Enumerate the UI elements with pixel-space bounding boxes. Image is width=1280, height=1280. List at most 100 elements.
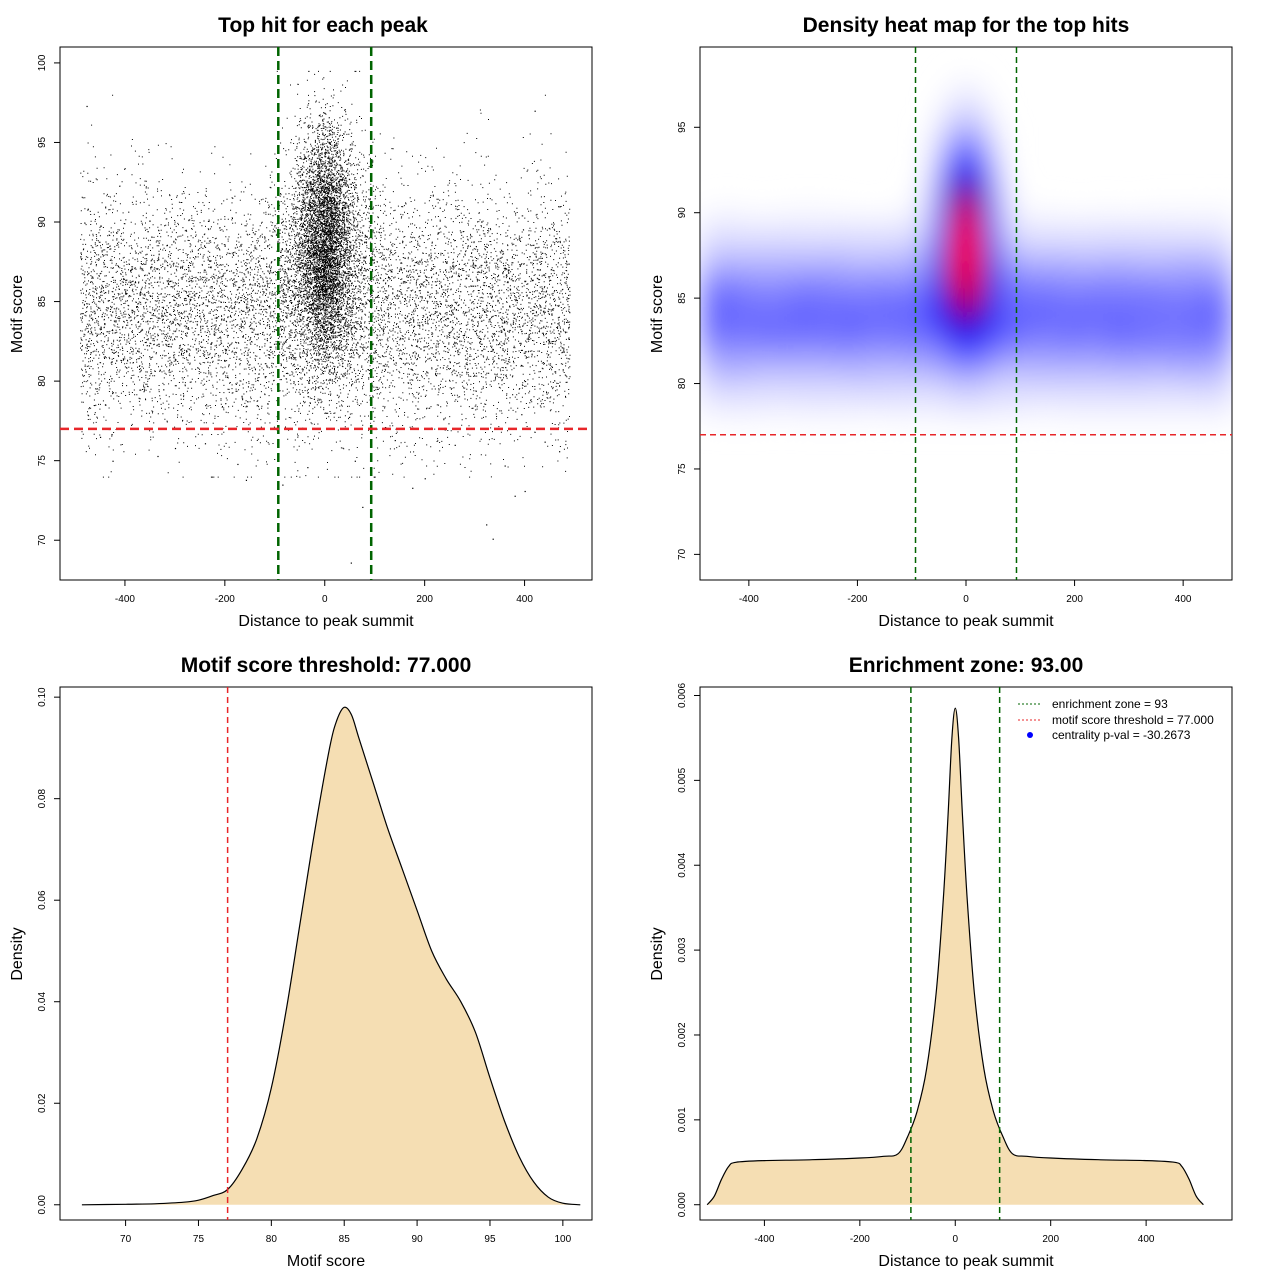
heat-cell	[1014, 366, 1027, 377]
heat-cell	[852, 260, 864, 270]
heat-cell	[1014, 384, 1027, 395]
heat-cell	[1156, 357, 1168, 368]
heat-cell	[819, 224, 831, 235]
heat-cell	[1036, 286, 1049, 297]
heat-cell	[960, 109, 973, 119]
heat-cell	[743, 286, 755, 297]
scatter-y-tick-label: 70	[37, 534, 48, 546]
heat-cell	[1014, 340, 1027, 350]
heat-cell	[1210, 278, 1222, 288]
outlier-point	[112, 460, 114, 462]
heat-cell	[1025, 349, 1038, 359]
heat-cell	[873, 340, 886, 350]
heat-cell	[1090, 375, 1103, 386]
heat-cell	[754, 251, 766, 261]
heat-cell	[895, 340, 907, 350]
heat-cell	[1177, 224, 1190, 235]
score-density-x-axis: 70 75 80 85 90 95 100	[120, 1220, 572, 1245]
heat-cell	[1145, 215, 1157, 226]
heat-cell	[1177, 269, 1190, 279]
heat-cell	[819, 357, 831, 368]
heat-cell	[917, 295, 929, 306]
heat-cell	[949, 331, 962, 341]
heat-cell	[862, 215, 875, 226]
heat-cell	[765, 215, 777, 226]
heat-cell	[1047, 331, 1059, 341]
heat-cell	[1014, 331, 1027, 341]
heat-cell	[841, 349, 853, 359]
heat-cell	[1145, 375, 1157, 386]
heat-cell	[862, 260, 875, 270]
score-density-y-tick-label: 0.00	[37, 1195, 48, 1215]
score-density-title: Motif score threshold: 77.000	[181, 654, 472, 677]
heat-cell	[1025, 313, 1038, 323]
heat-cell	[949, 233, 962, 244]
score-density-x-tick-label: 95	[484, 1234, 496, 1245]
heat-cell	[971, 109, 983, 119]
score-density-x-tick-label: 85	[339, 1234, 351, 1245]
heat-cell	[873, 242, 886, 252]
heat-cell	[765, 295, 777, 306]
heat-cell	[960, 402, 973, 412]
heat-cell	[982, 357, 994, 368]
heat-cell	[765, 278, 777, 288]
heat-cell	[1004, 340, 1016, 350]
outlier-point	[174, 447, 177, 450]
heat-cell	[1177, 295, 1190, 306]
heat-cell	[1058, 295, 1070, 306]
heat-cell	[743, 322, 755, 332]
heat-cell	[960, 269, 973, 279]
heat-cell	[852, 411, 864, 421]
distance-density-y-tick-label: 0.003	[677, 937, 688, 962]
heat-cell	[1112, 357, 1125, 368]
heat-cell	[1177, 242, 1190, 252]
heat-cell	[765, 322, 777, 332]
heat-cell	[993, 224, 1005, 235]
heat-cell	[1090, 402, 1103, 412]
heat-cell	[1145, 349, 1157, 359]
heat-cell	[1069, 357, 1081, 368]
heat-cell	[1069, 366, 1081, 377]
heat-cell	[949, 322, 962, 332]
heat-cell	[1058, 384, 1070, 395]
heat-cell	[710, 322, 723, 332]
heat-cell	[1112, 322, 1125, 332]
heat-cell	[1156, 233, 1168, 244]
heat-cell	[1069, 349, 1081, 359]
heat-cell	[776, 340, 788, 350]
heat-cell	[1004, 331, 1016, 341]
heat-cell	[971, 162, 983, 172]
heat-cell	[743, 260, 755, 270]
heat-cell	[852, 269, 864, 279]
heat-cell	[1112, 278, 1125, 288]
heat-cell	[862, 349, 875, 359]
heat-cell	[884, 411, 897, 421]
heat-cell	[1123, 313, 1135, 323]
heat-cell	[1069, 393, 1081, 403]
heat-cell	[862, 340, 875, 350]
heat-cell	[1221, 233, 1232, 244]
heat-cell	[786, 313, 799, 323]
score-density-y-tick-label: 0.10	[37, 687, 48, 707]
heat-cell	[808, 260, 821, 270]
heat-cell	[1101, 393, 1114, 403]
heat-cell	[971, 251, 983, 261]
heat-cell	[710, 269, 723, 279]
outlier-point	[373, 476, 375, 478]
heat-cell	[710, 286, 723, 297]
heat-cell	[1177, 340, 1190, 350]
heat-cell	[928, 375, 940, 386]
heat-cell	[1090, 233, 1103, 244]
heat-cell	[1090, 215, 1103, 226]
heat-cell	[797, 322, 810, 332]
heat-cell	[938, 109, 951, 119]
heat-cell	[1069, 375, 1081, 386]
heat-cell	[1058, 411, 1070, 421]
heat-cell	[1156, 251, 1168, 261]
heat-cell	[1080, 269, 1092, 279]
heat-cell	[754, 322, 766, 332]
heat-cell	[852, 340, 864, 350]
heat-cell	[830, 313, 842, 323]
heat-cell	[982, 260, 994, 270]
